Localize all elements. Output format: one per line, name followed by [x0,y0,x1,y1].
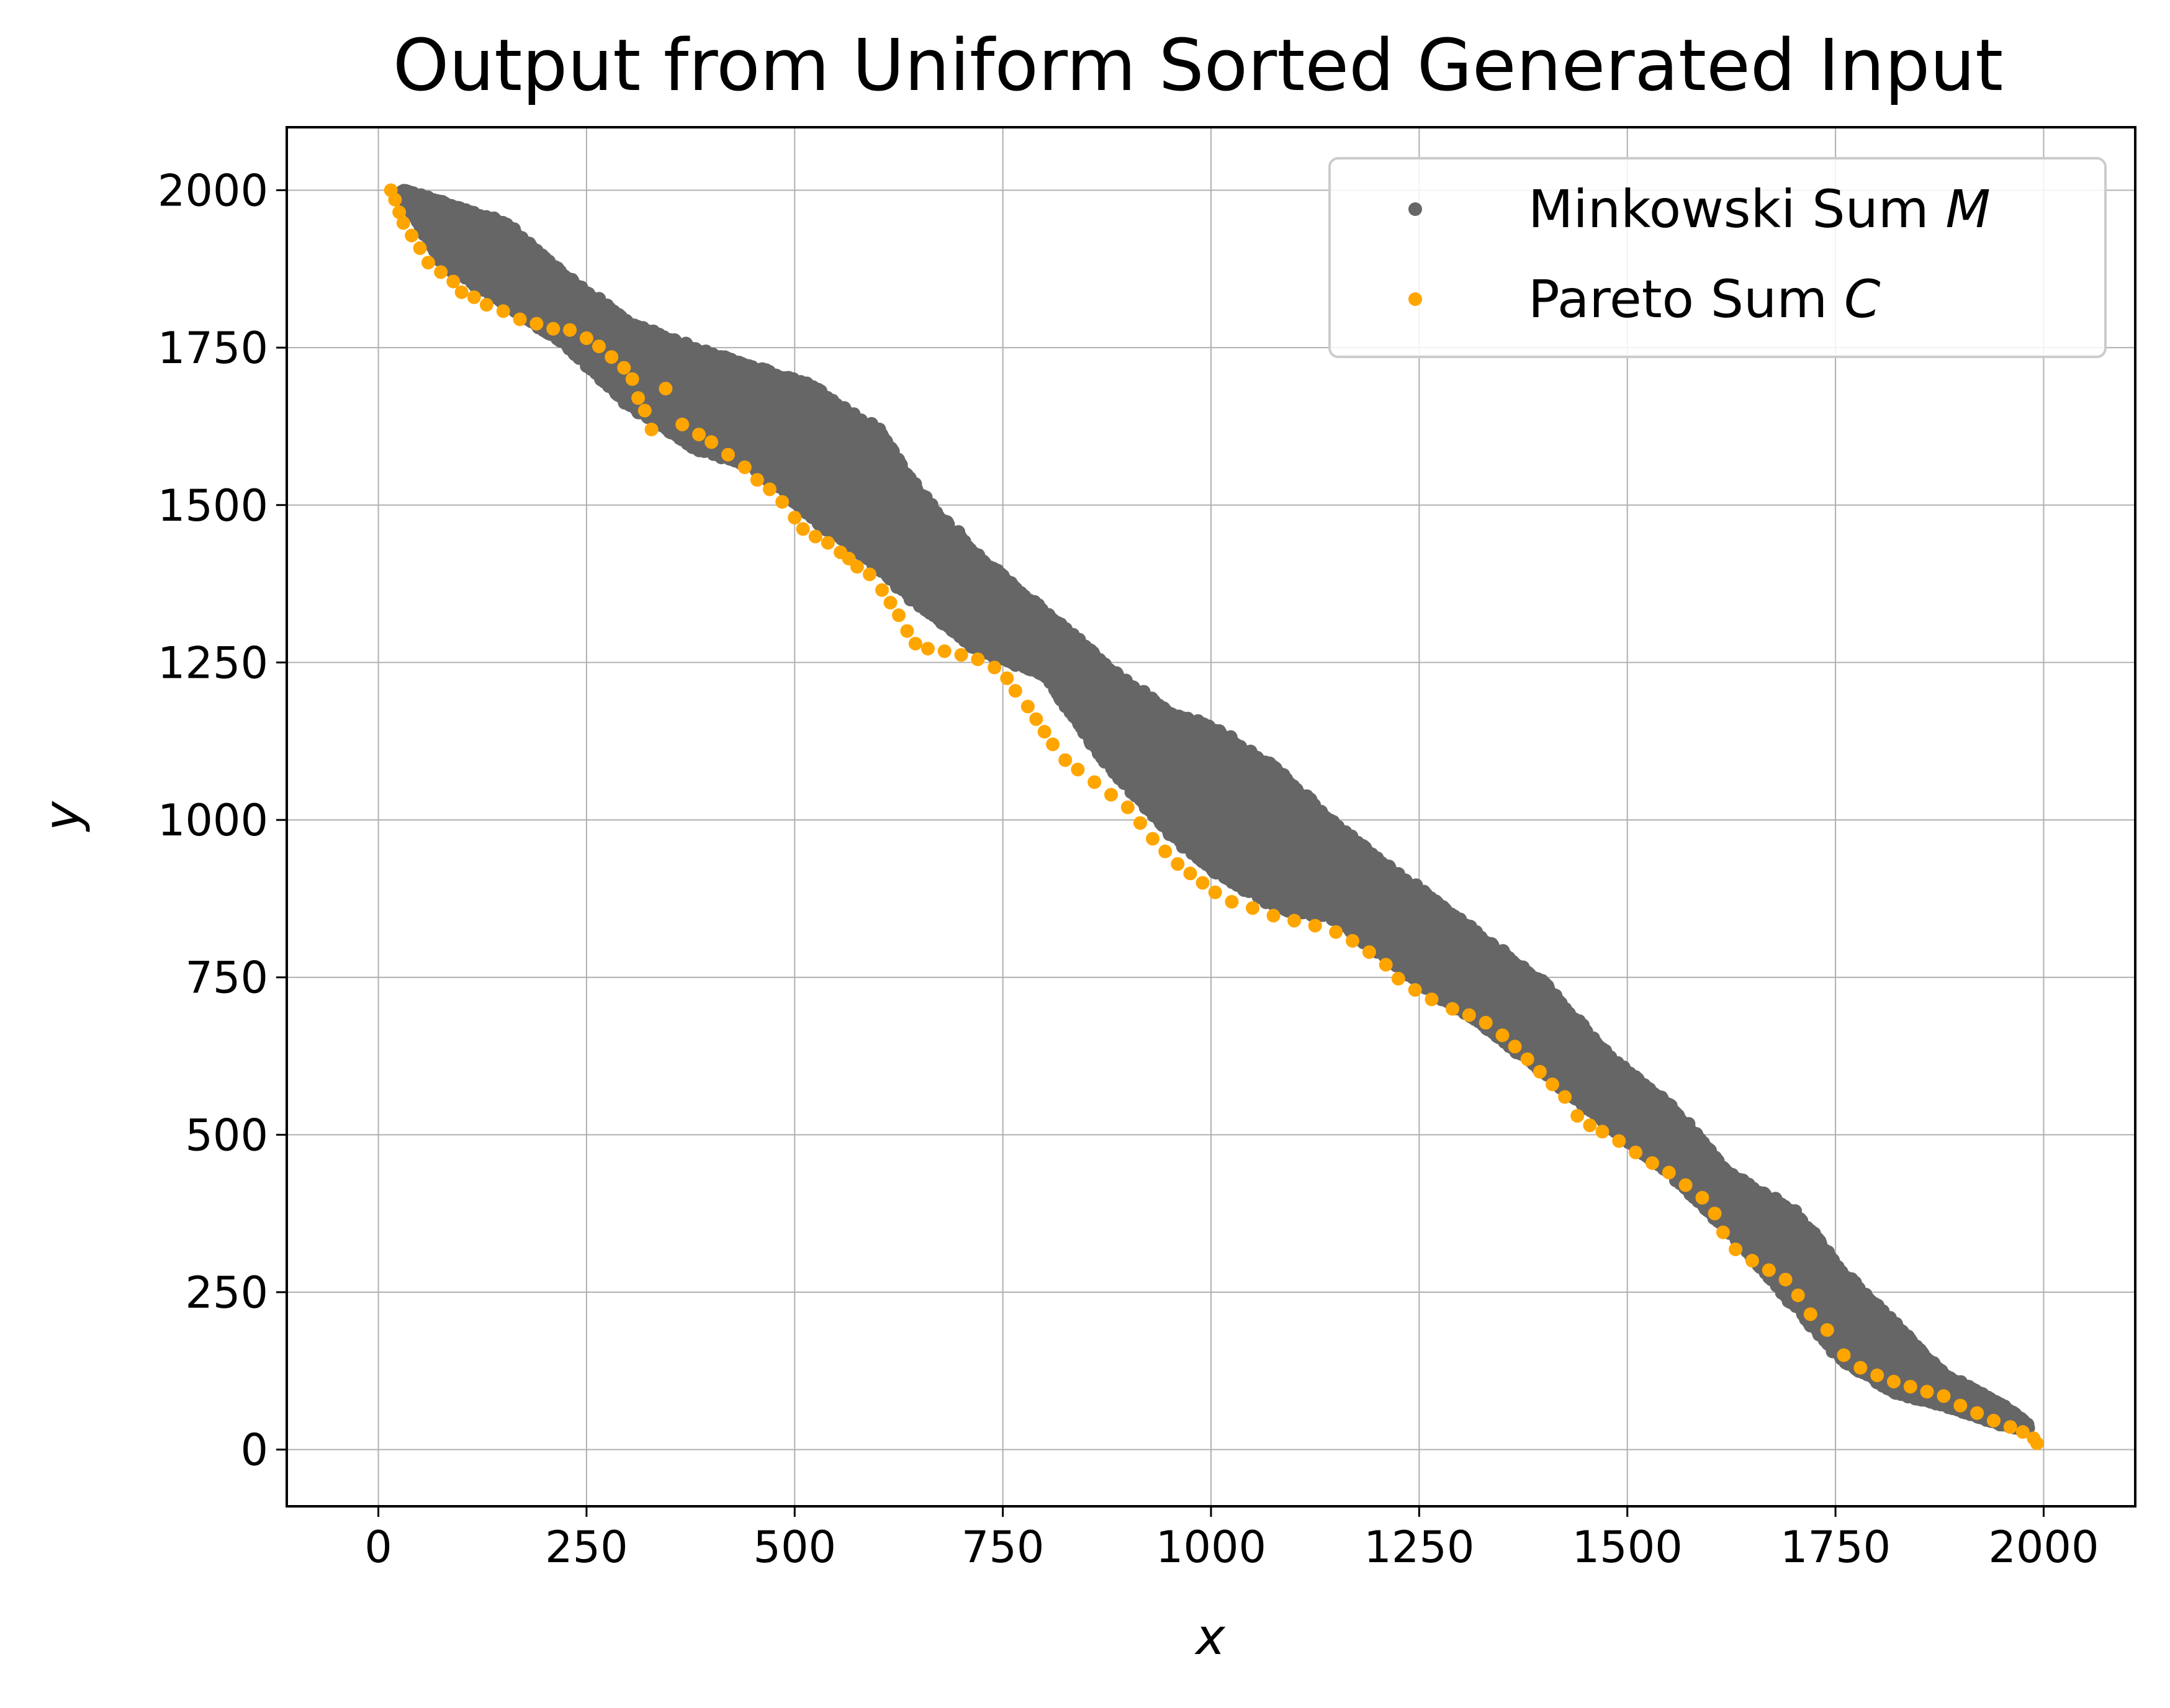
chart-title: Output from Uniform Sorted Generated Inp… [393,24,2003,107]
series-minkowski [395,184,2035,1437]
